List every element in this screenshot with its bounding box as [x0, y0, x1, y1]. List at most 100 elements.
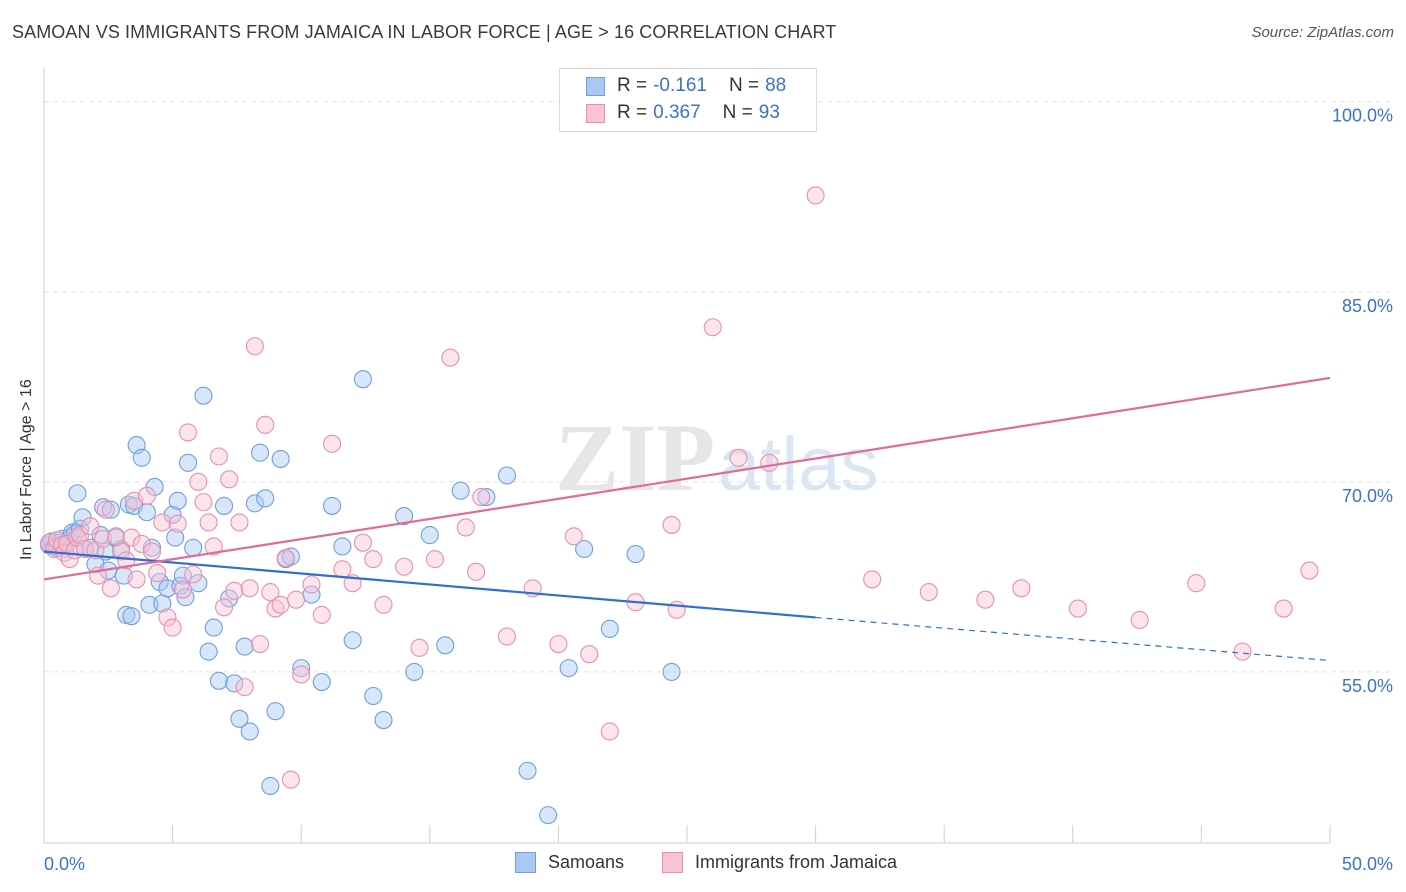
point-jamaica: [81, 517, 100, 536]
point-samoan: [256, 489, 275, 508]
point-samoan: [101, 500, 120, 519]
point-jamaica: [580, 645, 599, 664]
axes: [43, 68, 1331, 844]
r-value: -0.161: [653, 75, 707, 96]
point-jamaica: [312, 605, 331, 624]
point-samoan: [189, 574, 208, 593]
point-jamaica: [184, 565, 203, 584]
point-samoan: [518, 761, 537, 780]
point-jamaica: [117, 551, 136, 570]
point-samoan: [271, 449, 290, 469]
r-label: R =: [617, 102, 648, 123]
trend-line-jamaica: [43, 376, 1331, 581]
point-samoan: [199, 642, 218, 661]
point-jamaica: [395, 557, 414, 576]
point-samoan: [194, 386, 213, 405]
point-jamaica: [667, 600, 686, 619]
point-jamaica: [292, 665, 311, 684]
point-jamaica: [703, 318, 722, 337]
point-jamaica: [441, 348, 460, 367]
point-jamaica: [863, 570, 882, 589]
point-samoan: [539, 806, 558, 825]
point-jamaica: [472, 488, 491, 507]
point-jamaica: [148, 564, 167, 583]
n-value: 93: [758, 102, 780, 123]
point-samoan: [240, 722, 259, 741]
point-jamaica: [214, 598, 234, 617]
point-jamaica: [122, 528, 141, 547]
point-jamaica: [1012, 579, 1031, 598]
point-jamaica: [256, 415, 275, 434]
point-jamaica: [456, 518, 475, 537]
point-samoan: [166, 528, 185, 547]
point-jamaica: [729, 448, 748, 467]
legend-label-jamaica: Immigrants from Jamaica: [695, 852, 898, 872]
point-jamaica: [333, 560, 352, 579]
y-axis-label: In Labor Force | Age > 16: [18, 379, 35, 560]
point-jamaica: [919, 583, 938, 602]
point-jamaica: [261, 583, 280, 602]
legend-swatch-jamaica: [662, 852, 683, 873]
point-samoan: [477, 488, 496, 507]
point-samoan: [626, 545, 645, 564]
point-jamaica: [137, 486, 156, 505]
legend-swatch-samoans: [586, 76, 605, 96]
point-samoan: [178, 453, 198, 472]
point-jamaica: [250, 634, 270, 654]
chart-title: SAMOAN VS IMMIGRANTS FROM JAMAICA IN LAB…: [12, 22, 837, 42]
point-samoan: [374, 711, 393, 730]
legend-item-jamaica: Immigrants from Jamaica: [662, 852, 897, 873]
series-jamaica: [40, 186, 1319, 789]
point-jamaica: [976, 590, 995, 609]
legend-swatch-jamaica: [586, 103, 605, 123]
point-jamaica: [163, 618, 182, 637]
point-jamaica: [1274, 599, 1293, 618]
point-jamaica: [287, 590, 306, 609]
point-jamaica: [549, 634, 568, 654]
point-jamaica: [204, 537, 223, 556]
point-jamaica: [323, 434, 342, 453]
point-jamaica: [467, 562, 486, 581]
point-samoan: [230, 709, 249, 728]
point-jamaica: [302, 575, 321, 594]
source-credit: Source: ZipAtlas.com: [1251, 24, 1394, 41]
point-samoan: [600, 619, 619, 638]
trend-lines: [43, 376, 1331, 662]
r-value: 0.367: [653, 102, 701, 123]
point-jamaica: [564, 527, 583, 546]
point-jamaica: [374, 595, 393, 614]
point-jamaica: [106, 527, 126, 546]
tick-labels: 100.0% 85.0% 70.0% 55.0% 0.0% 50.0%: [44, 106, 1393, 874]
point-jamaica: [497, 627, 517, 646]
point-jamaica: [1068, 599, 1087, 618]
point-jamaica: [209, 447, 228, 466]
series-legend: Samoans Immigrants from Jamaica: [0, 852, 1406, 876]
point-samoan: [451, 481, 470, 500]
legend-swatch-samoans: [515, 852, 536, 873]
n-value: 88: [765, 75, 787, 96]
series-samoans: [40, 370, 681, 825]
point-samoan: [312, 673, 331, 692]
point-samoan: [168, 491, 187, 510]
point-jamaica: [271, 595, 290, 614]
point-jamaica: [276, 548, 295, 567]
point-jamaica: [245, 337, 264, 356]
point-jamaica: [132, 534, 151, 553]
point-jamaica: [410, 638, 429, 657]
y-axis-label-wrap: In Labor Force | Age > 16: [18, 379, 38, 570]
point-samoan: [261, 776, 280, 796]
point-samoan: [132, 448, 151, 467]
point-samoan: [163, 505, 182, 524]
point-samoan: [184, 538, 203, 557]
point-jamaica: [760, 453, 779, 472]
point-jamaica: [173, 580, 192, 599]
point-samoan: [266, 702, 285, 721]
point-samoan: [662, 662, 681, 681]
point-samoan: [142, 538, 162, 557]
point-jamaica: [127, 570, 146, 589]
trend-line-samoans: [43, 550, 816, 619]
watermark-atlas: atlas: [718, 422, 879, 507]
y-tick-label: 100.0%: [1332, 106, 1393, 126]
point-jamaica: [235, 678, 254, 697]
